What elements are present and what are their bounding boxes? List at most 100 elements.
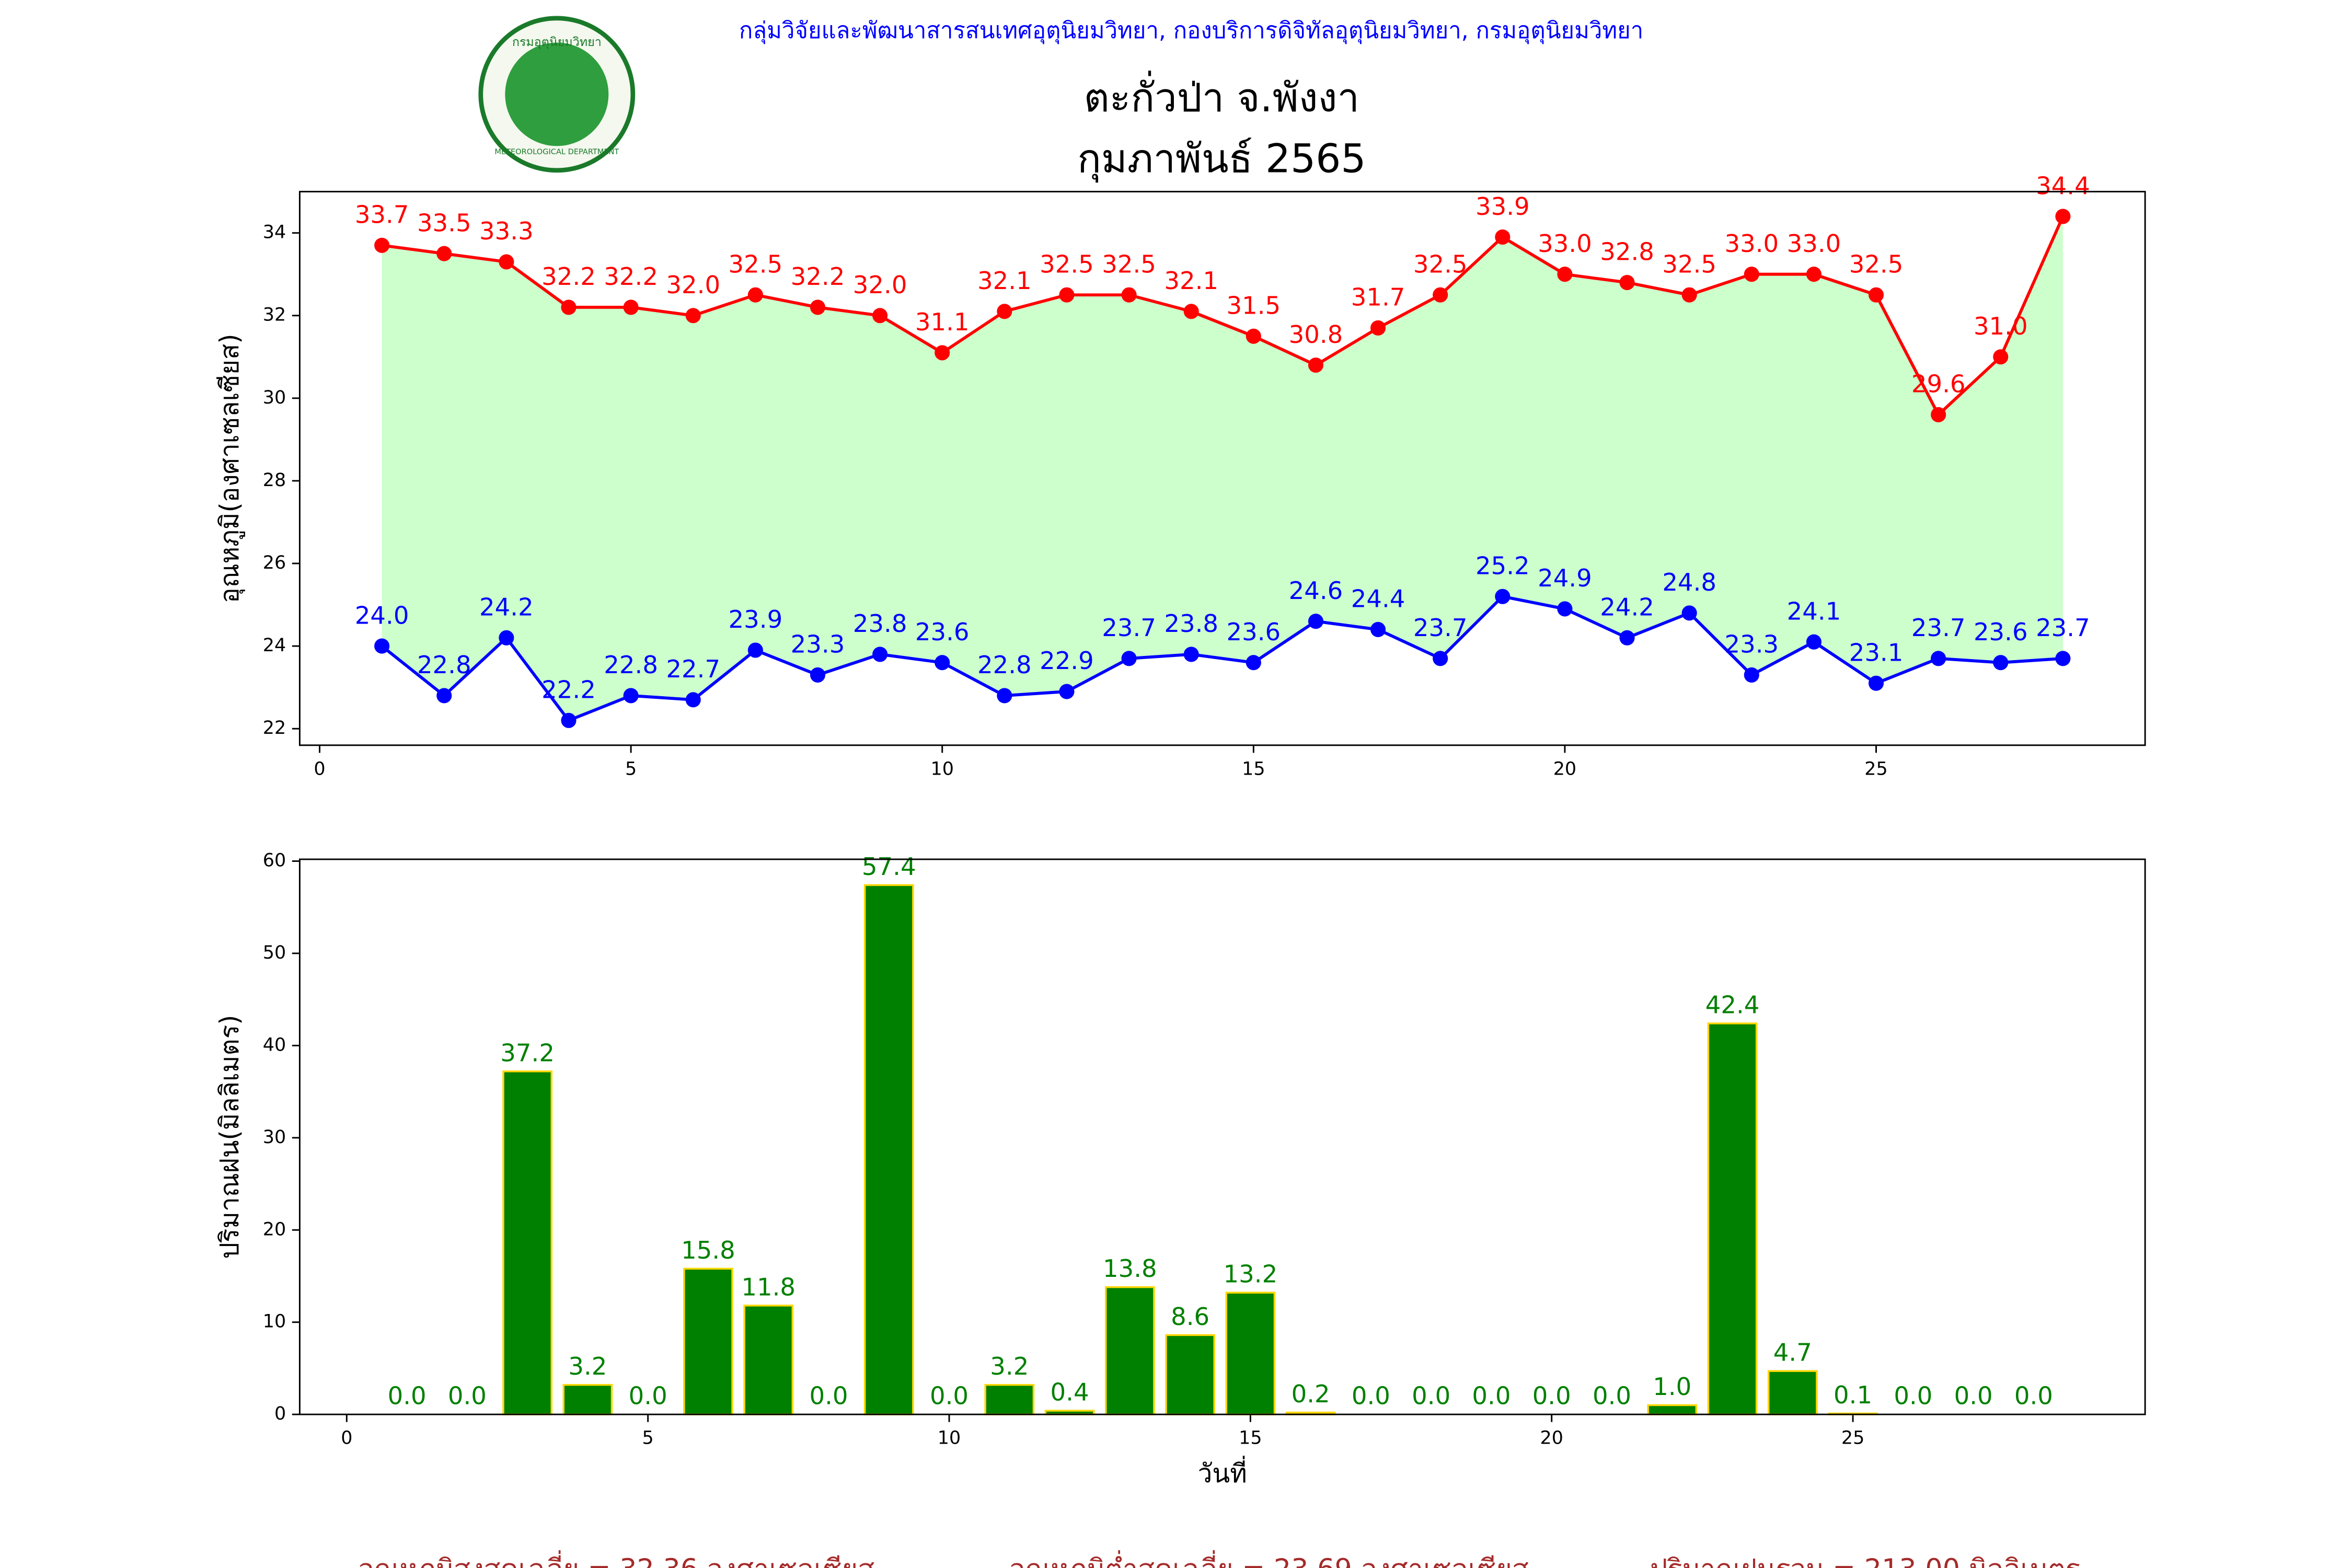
point bbox=[623, 688, 639, 704]
data-label: 11.8 bbox=[741, 1273, 795, 1301]
data-label: 37.2 bbox=[500, 1039, 555, 1067]
point bbox=[1183, 647, 1199, 662]
data-label: 42.4 bbox=[1705, 991, 1760, 1019]
data-label: 31.7 bbox=[1351, 283, 1405, 312]
data-label: 24.8 bbox=[1662, 568, 1716, 596]
x-tick-label: 25 bbox=[1841, 1428, 1864, 1449]
point bbox=[1246, 655, 1261, 671]
data-label: 23.8 bbox=[1164, 609, 1218, 638]
point bbox=[1868, 675, 1884, 691]
point bbox=[2055, 651, 2071, 666]
data-label: 22.2 bbox=[541, 676, 596, 704]
data-label: 22.8 bbox=[417, 651, 471, 679]
bar bbox=[863, 884, 914, 1415]
line bbox=[382, 215, 2065, 418]
data-label: 24.4 bbox=[1351, 585, 1405, 613]
bar bbox=[1165, 1334, 1215, 1415]
point bbox=[685, 692, 701, 708]
point bbox=[810, 299, 826, 315]
data-label: 0.0 bbox=[1352, 1382, 1390, 1410]
x-axis-label: วันที่ bbox=[1198, 1456, 1247, 1489]
data-label: 0.0 bbox=[2014, 1382, 2053, 1410]
data-label: 33.0 bbox=[1787, 229, 1841, 258]
x-tick-label: 10 bbox=[938, 1428, 961, 1449]
y-tick-label: 22 bbox=[263, 718, 286, 739]
data-label: 31.1 bbox=[915, 308, 970, 336]
data-label: 31.0 bbox=[1974, 312, 2028, 340]
axes-frame bbox=[298, 858, 2146, 1415]
data-label: 31.5 bbox=[1227, 292, 1281, 320]
data-label: 32.5 bbox=[1849, 250, 1904, 278]
point bbox=[685, 308, 701, 324]
logo: กรมอุตุนิยมวิทยา METEOROLOGICAL DEPARTME… bbox=[478, 16, 636, 173]
point bbox=[374, 237, 390, 253]
point bbox=[935, 655, 950, 671]
point bbox=[1993, 349, 2009, 365]
point bbox=[561, 712, 577, 728]
x-tick-label: 15 bbox=[1239, 1428, 1262, 1449]
logo-center bbox=[505, 42, 609, 146]
logo-top-text: กรมอุตุนิยมวิทยา bbox=[512, 35, 602, 49]
data-label: 32.5 bbox=[1662, 250, 1716, 278]
point bbox=[810, 667, 826, 683]
data-label: 0.0 bbox=[629, 1382, 667, 1410]
point bbox=[1744, 267, 1759, 282]
point bbox=[1806, 267, 1821, 282]
data-label: 13.8 bbox=[1103, 1254, 1157, 1283]
data-label: 32.8 bbox=[1600, 238, 1654, 266]
point bbox=[374, 638, 390, 654]
y-tick-label: 40 bbox=[263, 1034, 286, 1055]
data-label: 24.1 bbox=[1787, 597, 1841, 625]
x-tick-label: 15 bbox=[1242, 758, 1265, 779]
data-label: 23.6 bbox=[915, 618, 970, 646]
data-label: 23.1 bbox=[1849, 638, 1904, 666]
data-label: 0.0 bbox=[1532, 1382, 1571, 1410]
data-label: 13.2 bbox=[1224, 1260, 1278, 1288]
point bbox=[499, 254, 514, 270]
y-tick-label: 50 bbox=[263, 942, 286, 963]
x-tick-label: 25 bbox=[1864, 758, 1887, 779]
data-label: 0.0 bbox=[809, 1382, 848, 1410]
fill-area bbox=[382, 216, 2063, 721]
bar bbox=[1647, 1404, 1698, 1415]
data-label: 24.0 bbox=[355, 601, 409, 629]
bar bbox=[1767, 1370, 1818, 1415]
x-tick-label: 5 bbox=[625, 758, 637, 779]
y-tick-label: 0 bbox=[274, 1403, 286, 1424]
point bbox=[561, 299, 577, 315]
point bbox=[935, 345, 950, 361]
point bbox=[1495, 229, 1511, 245]
point bbox=[1993, 655, 2009, 671]
data-label: 23.6 bbox=[1227, 618, 1281, 646]
point bbox=[1681, 287, 1697, 303]
data-label: 3.2 bbox=[990, 1352, 1029, 1380]
y-axis-label: อุณหภูมิ(องศาเซลเซียส) bbox=[214, 333, 245, 603]
point bbox=[872, 308, 888, 324]
point bbox=[1931, 651, 1946, 666]
data-label: 32.1 bbox=[977, 267, 1032, 295]
data-label: 0.0 bbox=[1954, 1382, 1993, 1410]
data-label: 1.0 bbox=[1653, 1373, 1691, 1401]
data-label: 32.2 bbox=[604, 262, 658, 291]
plot: 0 5 10 15 20 25 0 10 20 30 40 50 60 ปริมาณฝน(มิลลิเมต… bbox=[214, 850, 2146, 1489]
point bbox=[436, 246, 452, 261]
data-label: 23.9 bbox=[729, 605, 783, 633]
data-label: 32.1 bbox=[1164, 267, 1218, 295]
point bbox=[1308, 358, 1324, 373]
footer-text: อุณหภูมิต่ำสุดเฉลี่ย = 23.69 องศาเซลเซีย… bbox=[1009, 1550, 1529, 1568]
point bbox=[747, 287, 763, 303]
data-label: 24.2 bbox=[479, 593, 534, 621]
y-tick-label: 24 bbox=[263, 635, 286, 656]
data-label: 24.2 bbox=[1600, 593, 1654, 621]
data-label: 23.3 bbox=[791, 630, 845, 659]
data-label: 0.0 bbox=[930, 1382, 969, 1410]
data-label: 3.2 bbox=[568, 1352, 607, 1380]
data-label: 34.4 bbox=[2036, 171, 2090, 200]
data-label: 29.6 bbox=[1911, 370, 1966, 398]
data-label: 4.7 bbox=[1773, 1339, 1812, 1367]
data-label: 0.0 bbox=[1472, 1382, 1511, 1410]
data-label: 23.6 bbox=[1974, 618, 2028, 646]
footer-text: อุณหภูมิสูงสุดเฉลี่ย = 32.36 องศาเซลเซีย… bbox=[358, 1550, 874, 1568]
data-label: 32.0 bbox=[853, 271, 907, 299]
y-tick-label: 28 bbox=[263, 470, 286, 491]
